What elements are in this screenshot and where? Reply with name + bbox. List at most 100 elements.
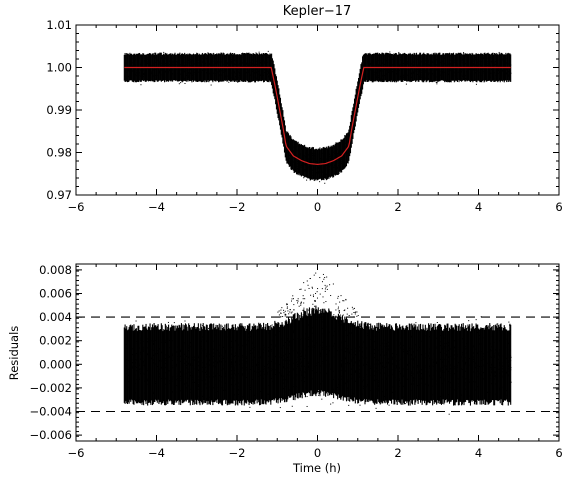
top-flux-point (187, 69, 189, 71)
residual-point (321, 318, 323, 320)
top-flux-point (454, 60, 456, 62)
top-flux-point (135, 68, 137, 70)
top-flux-point (191, 77, 193, 79)
residual-point (308, 337, 310, 339)
residual-point (364, 383, 366, 385)
residual-point (153, 398, 155, 400)
top-flux-point (464, 55, 466, 57)
residual-point (413, 359, 415, 361)
residual-point (278, 352, 280, 354)
top-flux-point (487, 71, 489, 73)
residual-point (243, 341, 245, 343)
top-flux-point (198, 62, 200, 64)
top-flux-point (167, 72, 169, 74)
residual-point (162, 360, 164, 362)
top-flux-point (363, 61, 365, 63)
residual-point (406, 364, 408, 366)
residual-point (474, 364, 476, 366)
residual-point (239, 361, 241, 363)
residual-point (204, 383, 206, 385)
top-flux-point (311, 162, 313, 164)
top-flux-point (274, 89, 276, 91)
top-flux-point (476, 71, 478, 73)
top-flux-point (332, 166, 334, 168)
top-flux-point (255, 52, 257, 54)
residual-point (400, 382, 402, 384)
residual-point (154, 353, 156, 355)
top-flux-point (354, 116, 356, 118)
top-flux-point (321, 168, 323, 170)
top-flux-point (494, 74, 496, 76)
top-flux-point (394, 65, 396, 67)
residual-point (341, 341, 343, 343)
residual-point (290, 360, 292, 362)
top-flux-point (175, 67, 177, 69)
top-flux-point (419, 77, 421, 79)
top-flux-point (354, 117, 356, 119)
top-flux-point (399, 64, 401, 66)
top-flux-point (364, 78, 366, 80)
top-flux-point (173, 68, 175, 70)
residual-point (209, 386, 211, 388)
top-flux-point (318, 154, 320, 156)
top-flux-point (243, 54, 245, 56)
residual-point (432, 358, 434, 360)
top-flux-point (162, 69, 164, 71)
top-flux-point (495, 63, 497, 65)
top-flux-point (162, 73, 164, 75)
residual-point (293, 368, 295, 370)
residual-point (465, 384, 467, 386)
residual-point (392, 353, 394, 355)
residual-point (365, 374, 367, 376)
residual-point (364, 367, 366, 369)
residual-point (341, 362, 343, 364)
residual-point (196, 357, 198, 359)
top-flux-point (253, 69, 255, 71)
residual-point (453, 346, 455, 348)
top-flux-points (123, 50, 512, 184)
residual-point (399, 343, 401, 345)
top-flux-point (197, 57, 199, 59)
top-flux-point (252, 62, 254, 64)
residual-point (258, 371, 260, 373)
top-flux-point (125, 69, 127, 71)
residual-point (292, 343, 294, 345)
residual-point (286, 339, 288, 341)
residual-point (269, 377, 271, 379)
top-flux-point (328, 157, 330, 159)
top-flux-point (246, 76, 248, 78)
residual-point (329, 363, 331, 365)
top-flux-point (174, 68, 176, 70)
residual-point (376, 371, 378, 373)
top-flux-point (494, 72, 496, 74)
residual-point (205, 366, 207, 368)
top-flux-point (280, 123, 282, 125)
residual-point (448, 344, 450, 346)
residual-point (213, 366, 215, 368)
top-flux-point (253, 70, 255, 72)
top-flux-point (376, 76, 378, 78)
top-flux-point (317, 170, 319, 172)
top-flux-point (129, 68, 131, 70)
top-flux-point (460, 70, 462, 72)
top-flux-point (320, 166, 322, 168)
residual-point (165, 383, 167, 385)
residual-point (243, 375, 245, 377)
residual-point (241, 373, 243, 375)
residual-point (471, 361, 473, 363)
top-flux-point (507, 74, 509, 76)
residual-point (454, 389, 456, 391)
top-flux-point (147, 69, 149, 71)
residual-point (155, 345, 157, 347)
residual-point (347, 334, 349, 336)
residual-point (483, 358, 485, 360)
residual-point (221, 354, 223, 356)
residual-point (146, 380, 148, 382)
residual-point (194, 356, 196, 358)
top-flux-point (478, 74, 480, 76)
top-flux-point (145, 70, 147, 72)
residual-point (467, 371, 469, 373)
residual-point (217, 348, 219, 350)
residual-point (189, 400, 191, 402)
residual-point (374, 388, 376, 390)
